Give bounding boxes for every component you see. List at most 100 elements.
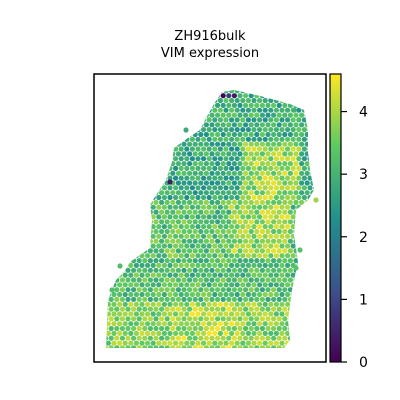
tissue-spot bbox=[273, 97, 279, 104]
tissue-spot bbox=[147, 180, 153, 186]
tissue-spot bbox=[145, 107, 151, 113]
tissue-spot bbox=[240, 330, 246, 336]
tissue-spot bbox=[293, 306, 299, 312]
tissue-spot bbox=[184, 204, 190, 210]
tissue-spot bbox=[161, 311, 167, 317]
tissue-spot bbox=[161, 185, 167, 191]
tissue-spot bbox=[150, 301, 156, 307]
tissue-spot bbox=[178, 97, 184, 104]
tissue-spot bbox=[223, 107, 229, 113]
tissue-spot bbox=[282, 209, 288, 215]
tissue-spot bbox=[131, 296, 137, 302]
tissue-spot bbox=[310, 131, 314, 138]
tissue-spot bbox=[262, 262, 268, 268]
tissue-spot bbox=[156, 233, 162, 239]
tissue-spot bbox=[279, 291, 285, 298]
tissue-spot bbox=[248, 228, 254, 235]
tissue-spot bbox=[192, 199, 198, 205]
tissue-spot bbox=[262, 330, 268, 336]
tissue-spot bbox=[231, 209, 237, 215]
tissue-spot bbox=[106, 102, 109, 109]
tissue-spot bbox=[184, 117, 190, 123]
tissue-spot bbox=[237, 316, 243, 322]
tissue-spot bbox=[203, 141, 209, 147]
tissue-spot bbox=[178, 214, 184, 220]
tissue-spot bbox=[237, 267, 243, 273]
tissue-spot bbox=[187, 287, 193, 293]
tissue-spot bbox=[97, 307, 102, 312]
tissue-spot bbox=[170, 248, 176, 254]
tissue-spot bbox=[187, 258, 193, 264]
tissue-spot bbox=[192, 345, 198, 348]
tissue-spot bbox=[111, 224, 117, 230]
tissue-spot bbox=[164, 219, 170, 225]
tissue-spot bbox=[243, 267, 249, 273]
tissue-spot bbox=[212, 272, 218, 278]
tissue-spot bbox=[178, 272, 184, 278]
tissue-spot bbox=[220, 267, 226, 273]
tissue-spot bbox=[215, 296, 221, 302]
tissue-spot bbox=[304, 170, 310, 176]
tissue-spot bbox=[234, 214, 240, 220]
tissue-spot bbox=[133, 214, 139, 220]
tissue-spot bbox=[240, 301, 246, 307]
tissue-spot bbox=[156, 282, 162, 288]
tissue-spot bbox=[254, 102, 260, 108]
tissue-spot bbox=[187, 238, 193, 244]
tissue-spot bbox=[187, 93, 193, 99]
tissue-spot bbox=[139, 301, 145, 307]
tissue-spot bbox=[285, 97, 291, 104]
tissue-spot bbox=[131, 151, 137, 157]
tissue-spot bbox=[212, 330, 218, 336]
tissue-spot bbox=[296, 272, 302, 278]
tissue-spot bbox=[128, 311, 134, 317]
tissue-spot bbox=[209, 287, 215, 293]
tissue-spot bbox=[251, 330, 257, 336]
tissue-spot bbox=[117, 165, 123, 171]
tissue-spot bbox=[189, 340, 195, 346]
tissue-spot bbox=[304, 93, 310, 99]
tissue-spot bbox=[259, 219, 265, 225]
tissue-spot bbox=[187, 190, 193, 196]
tissue-spot bbox=[248, 141, 254, 147]
tissue-spot bbox=[265, 258, 271, 264]
tissue-spot bbox=[195, 301, 201, 307]
tissue-spot bbox=[310, 161, 314, 167]
tissue-spot bbox=[192, 102, 198, 108]
tissue-spot bbox=[271, 170, 277, 176]
tissue-spot bbox=[212, 90, 218, 94]
tissue-spot bbox=[117, 127, 123, 133]
tissue-spot bbox=[178, 165, 184, 171]
tissue-spot bbox=[131, 219, 137, 225]
tissue-spot bbox=[251, 136, 257, 142]
tissue-spot bbox=[287, 112, 293, 118]
tissue-spot bbox=[139, 156, 145, 162]
tissue-spot bbox=[201, 243, 207, 249]
tissue-spot bbox=[145, 321, 151, 327]
tissue-spot bbox=[245, 311, 251, 317]
tissue-spot bbox=[257, 262, 263, 268]
tissue-spot bbox=[262, 136, 268, 142]
tissue-spot bbox=[226, 335, 232, 341]
tissue-spot bbox=[285, 165, 291, 171]
tissue-spot bbox=[119, 170, 125, 176]
tissue-spot bbox=[285, 311, 291, 317]
tissue-spot bbox=[245, 194, 251, 201]
tissue-spot bbox=[175, 325, 181, 332]
tissue-spot bbox=[209, 238, 215, 244]
tissue-spot bbox=[301, 243, 307, 249]
tissue-spot bbox=[287, 190, 293, 196]
tissue-spot bbox=[310, 277, 314, 283]
tissue-spot bbox=[195, 253, 201, 259]
tissue-spot bbox=[285, 272, 291, 278]
tissue-spot bbox=[195, 194, 201, 201]
tissue-spot bbox=[296, 127, 302, 133]
tissue-spot bbox=[122, 156, 128, 162]
tissue-spot bbox=[133, 311, 139, 317]
tissue-spot bbox=[187, 151, 193, 157]
tissue-spot bbox=[156, 194, 162, 201]
tissue-spot bbox=[136, 209, 142, 215]
tissue-spot bbox=[285, 330, 291, 336]
tissue-spot bbox=[229, 117, 235, 123]
tissue-spot bbox=[114, 248, 120, 254]
